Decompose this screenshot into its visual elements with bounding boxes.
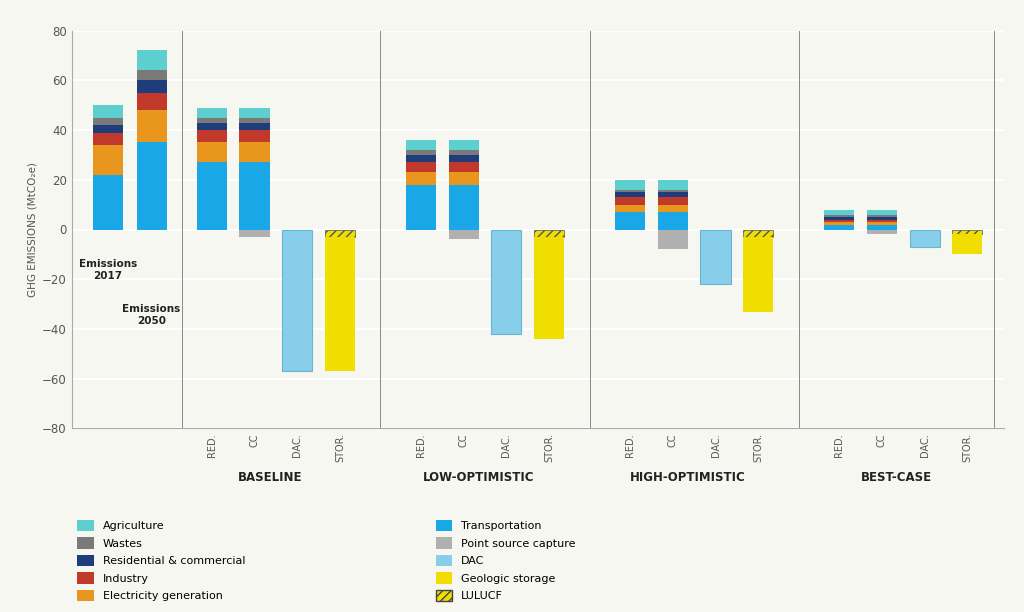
Bar bbox=[657, 212, 688, 230]
Bar bbox=[283, 230, 312, 371]
Text: BASELINE: BASELINE bbox=[238, 471, 302, 484]
Bar bbox=[657, 180, 688, 190]
Bar bbox=[657, 204, 688, 212]
Bar bbox=[93, 145, 123, 175]
Bar bbox=[240, 130, 269, 143]
Bar bbox=[700, 230, 730, 284]
Bar bbox=[867, 230, 897, 234]
Y-axis label: GHG EMISSIONS (MtCO₂e): GHG EMISSIONS (MtCO₂e) bbox=[28, 162, 38, 297]
Bar bbox=[325, 230, 355, 237]
Bar bbox=[867, 215, 897, 217]
Text: Emissions
2050: Emissions 2050 bbox=[123, 304, 181, 326]
Bar bbox=[743, 230, 773, 237]
Bar bbox=[867, 209, 897, 215]
Bar bbox=[136, 51, 167, 70]
Text: HIGH-OPTIMISTIC: HIGH-OPTIMISTIC bbox=[630, 471, 745, 484]
Bar bbox=[824, 215, 854, 217]
Bar bbox=[909, 230, 940, 247]
Bar bbox=[240, 162, 269, 230]
Bar bbox=[449, 185, 479, 230]
Bar bbox=[197, 162, 227, 230]
Bar bbox=[406, 140, 436, 150]
Legend: Agriculture, Wastes, Residential & commercial, Industry, Electricity generation: Agriculture, Wastes, Residential & comme… bbox=[77, 520, 246, 602]
Bar bbox=[867, 220, 897, 222]
Bar bbox=[93, 105, 123, 118]
Bar bbox=[136, 80, 167, 93]
Bar bbox=[657, 192, 688, 197]
Bar bbox=[406, 173, 436, 185]
Bar bbox=[535, 230, 564, 237]
Bar bbox=[743, 237, 773, 312]
Bar bbox=[197, 122, 227, 130]
Bar bbox=[240, 143, 269, 162]
Bar bbox=[197, 118, 227, 122]
Bar bbox=[867, 222, 897, 225]
Bar bbox=[449, 155, 479, 162]
Bar bbox=[615, 190, 645, 192]
Bar bbox=[824, 222, 854, 225]
Bar bbox=[136, 110, 167, 143]
Bar bbox=[657, 230, 688, 250]
Bar bbox=[657, 190, 688, 192]
Bar bbox=[449, 140, 479, 150]
Bar bbox=[824, 209, 854, 215]
Bar bbox=[824, 220, 854, 222]
Bar bbox=[615, 204, 645, 212]
Bar bbox=[824, 217, 854, 220]
Text: BEST-CASE: BEST-CASE bbox=[861, 471, 933, 484]
Bar bbox=[615, 180, 645, 190]
Bar bbox=[240, 118, 269, 122]
Bar bbox=[492, 230, 521, 334]
Bar bbox=[93, 118, 123, 125]
Bar bbox=[406, 155, 436, 162]
Bar bbox=[93, 133, 123, 145]
Bar bbox=[615, 212, 645, 230]
Bar bbox=[197, 130, 227, 143]
Legend: Transportation, Point source capture, DAC, Geologic storage, LULUCF: Transportation, Point source capture, DA… bbox=[435, 520, 575, 602]
Bar bbox=[240, 108, 269, 118]
Bar bbox=[952, 234, 982, 255]
Bar bbox=[406, 162, 436, 173]
Bar bbox=[240, 230, 269, 237]
Bar bbox=[406, 150, 436, 155]
Text: Emissions
2017: Emissions 2017 bbox=[79, 259, 137, 281]
Bar bbox=[449, 162, 479, 173]
Bar bbox=[136, 93, 167, 110]
Bar bbox=[197, 108, 227, 118]
Bar bbox=[449, 230, 479, 239]
Bar bbox=[952, 230, 982, 234]
Bar bbox=[657, 197, 688, 204]
Bar bbox=[325, 237, 355, 371]
Bar bbox=[93, 175, 123, 230]
Bar bbox=[449, 150, 479, 155]
Bar bbox=[449, 173, 479, 185]
Bar bbox=[136, 143, 167, 230]
Bar bbox=[824, 225, 854, 230]
Bar bbox=[867, 225, 897, 230]
Bar bbox=[615, 192, 645, 197]
Bar bbox=[136, 70, 167, 80]
Bar bbox=[535, 237, 564, 339]
Bar bbox=[406, 185, 436, 230]
Bar bbox=[867, 217, 897, 220]
Bar bbox=[197, 143, 227, 162]
Bar bbox=[93, 125, 123, 133]
Bar bbox=[615, 197, 645, 204]
Bar bbox=[240, 122, 269, 130]
Text: LOW-OPTIMISTIC: LOW-OPTIMISTIC bbox=[423, 471, 535, 484]
